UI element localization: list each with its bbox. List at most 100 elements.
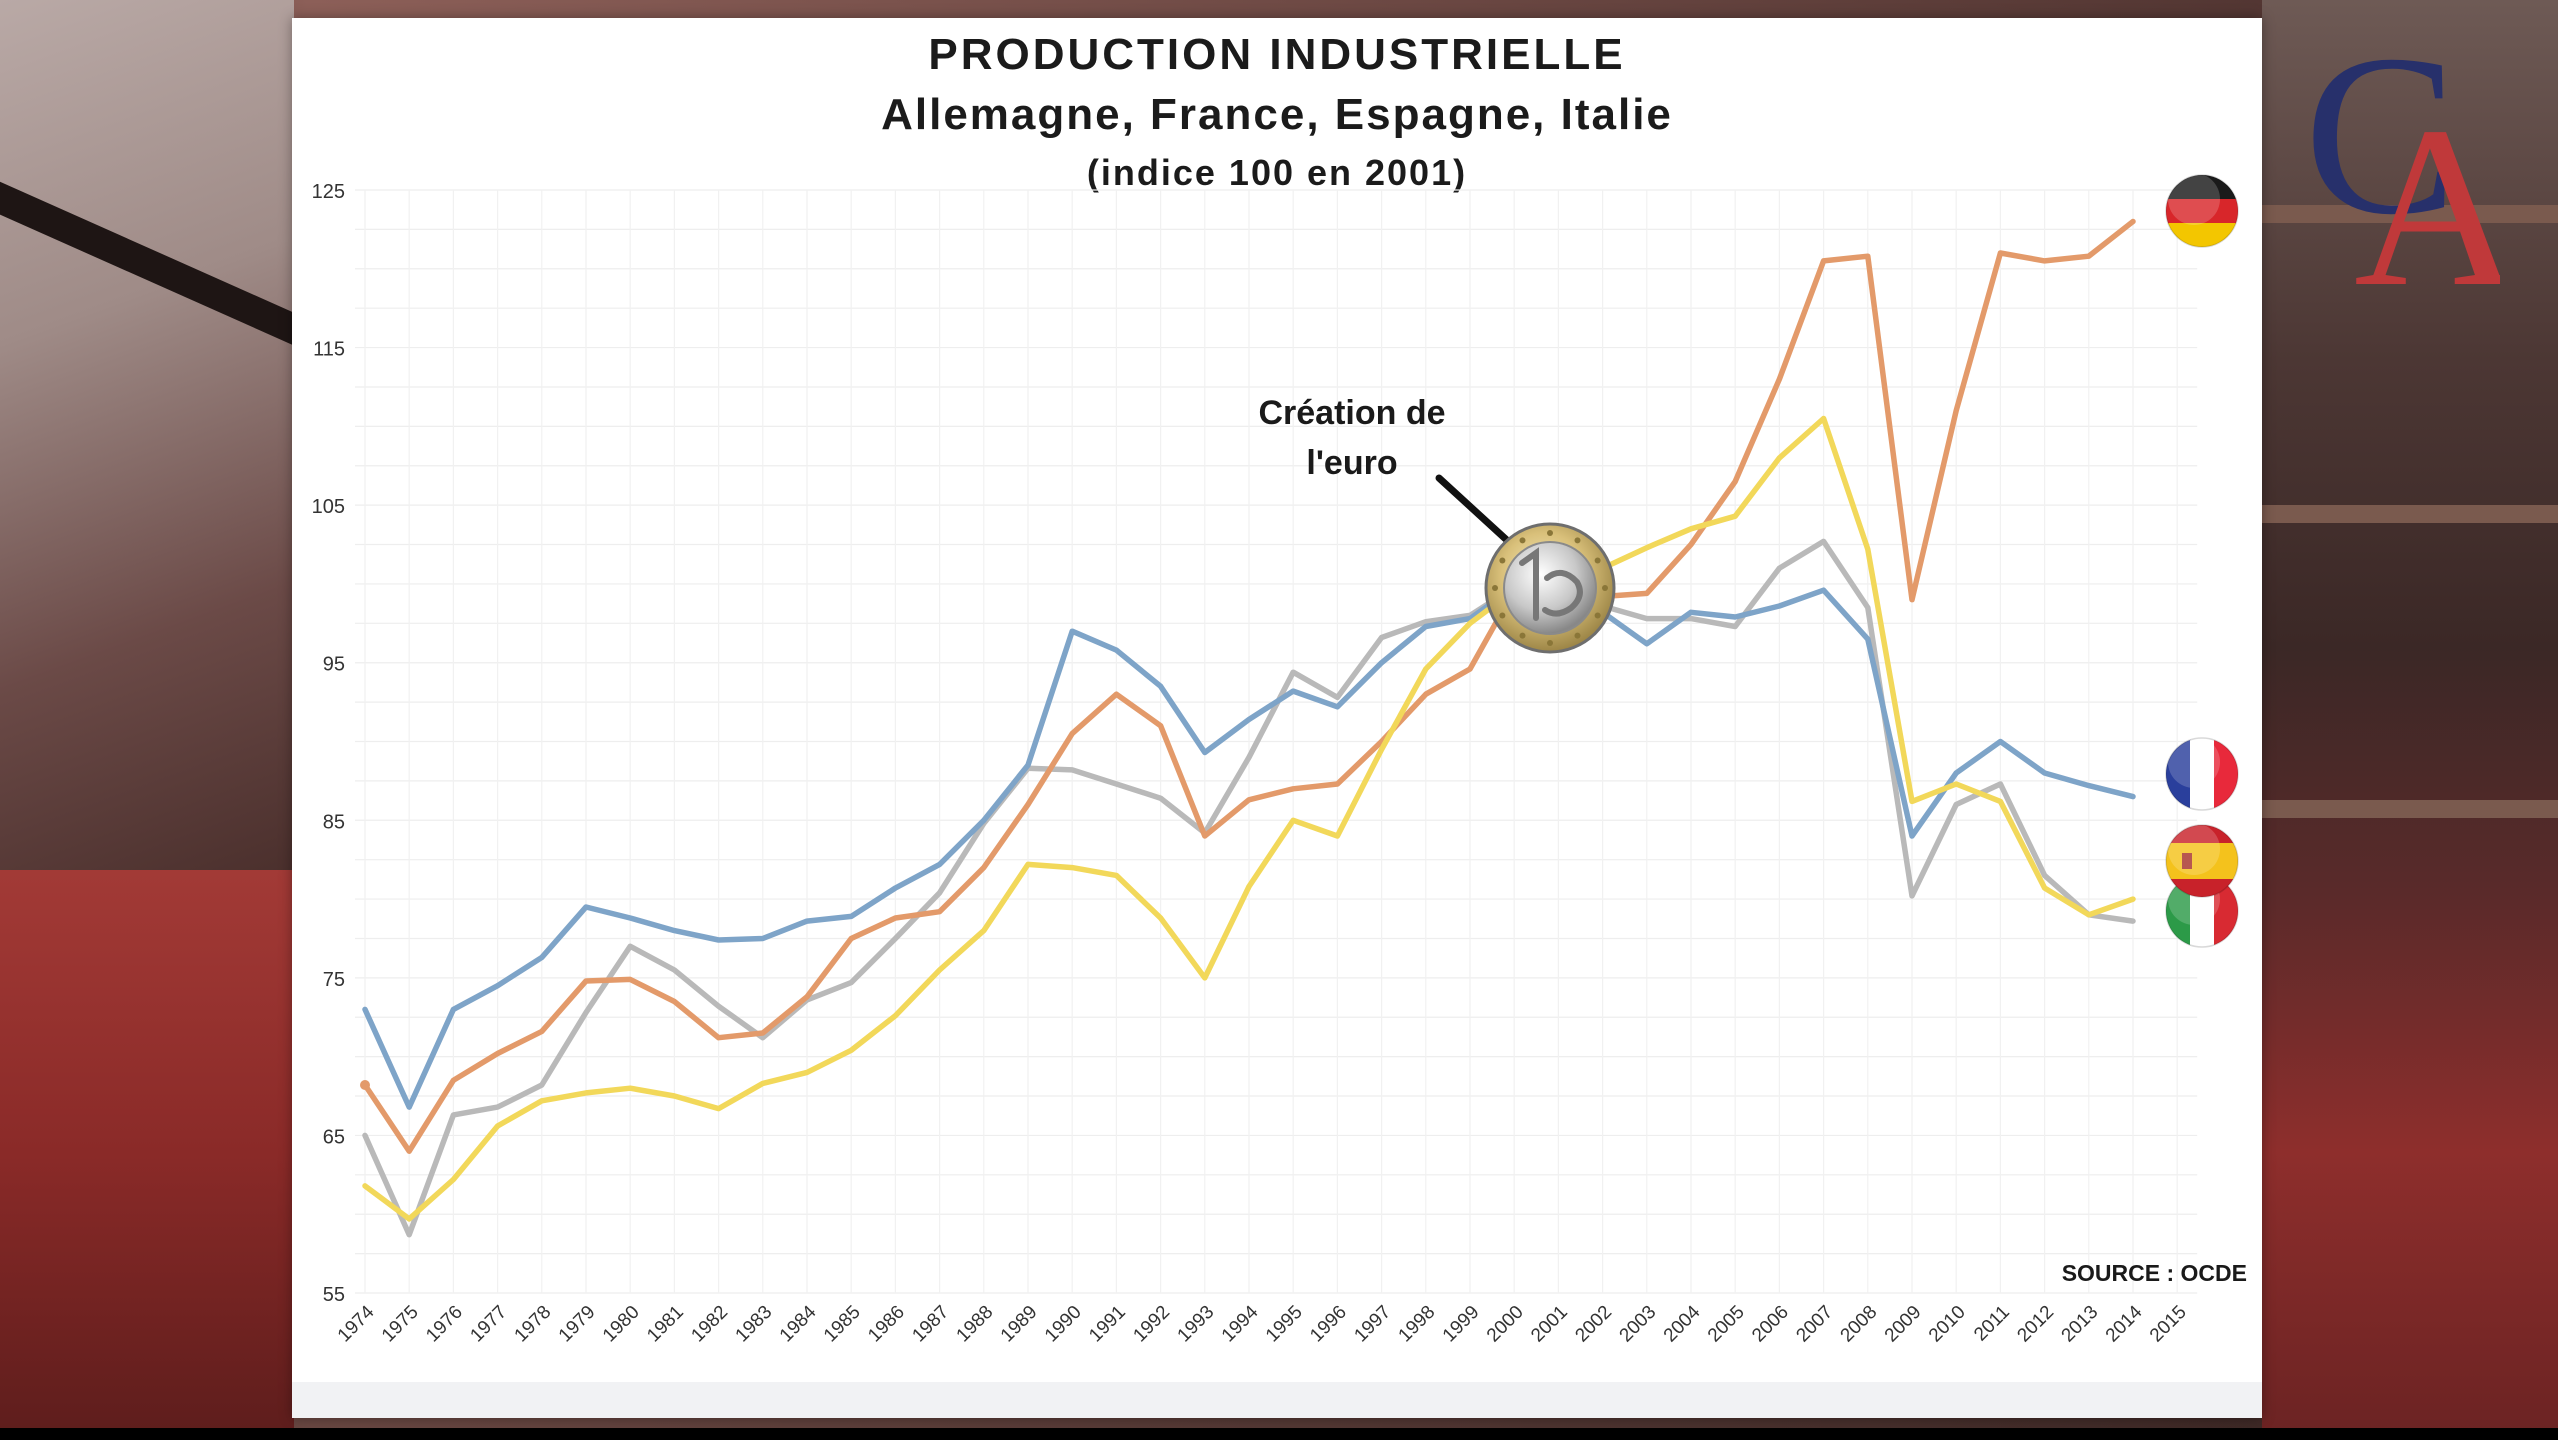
logo-letter-c: C [2304, 22, 2457, 262]
flag-germany-icon [2165, 174, 2239, 248]
x-tick-label: 2010 [1925, 1302, 1970, 1347]
x-tick-label: 1980 [599, 1302, 644, 1347]
series-line-spain [362, 415, 2136, 1222]
coin-star [1519, 632, 1526, 639]
coin-star [1594, 557, 1601, 564]
x-tick-label: 2013 [2058, 1302, 2103, 1347]
x-tick-label: 1984 [776, 1301, 821, 1346]
x-tick-label: 2012 [2013, 1302, 2058, 1347]
coin-star [1519, 537, 1526, 544]
x-tick-label: 2004 [1660, 1301, 1705, 1346]
y-tick-label: 85 [323, 811, 345, 833]
spain-emblem [2182, 853, 2192, 869]
annotation-pointer [1435, 474, 1514, 547]
x-tick-label: 1976 [422, 1302, 467, 1347]
x-tick-label: 2008 [1837, 1302, 1882, 1347]
y-tick-label: 95 [323, 654, 345, 676]
coin-star [1547, 530, 1553, 536]
x-tick-label: 1983 [732, 1302, 777, 1347]
x-tick-label: 1982 [687, 1302, 732, 1347]
chart-title-block: PRODUCTION INDUSTRIELLE Allemagne, Franc… [292, 26, 2262, 200]
y-tick-label: 115 [313, 339, 345, 361]
x-tick-label: 2007 [1792, 1302, 1837, 1347]
coin-star [1492, 585, 1498, 591]
logo: C A [2304, 22, 2500, 292]
annotation-label: l'euro [1306, 444, 1397, 482]
background-left-red [0, 870, 294, 1440]
x-tick-label: 2014 [2102, 1301, 2147, 1346]
series-line-germany [362, 218, 2136, 1154]
logo-letter-a: A [2354, 79, 2500, 292]
line-chart: 55 65 75 85 95 105 115 125 1974 1975 1976 1977 1978… [312, 174, 2247, 1346]
x-tick-label: 1979 [555, 1302, 600, 1347]
series-start-marker [360, 1080, 370, 1091]
chart-card: PRODUCTION INDUSTRIELLE Allemagne, Franc… [292, 18, 2262, 1418]
x-tick-label: 1989 [997, 1302, 1042, 1347]
x-tick-label: 1987 [908, 1302, 953, 1347]
coin-center [1503, 541, 1597, 635]
x-tick-label: 1974 [334, 1301, 379, 1346]
euro-annotation: Création de l'euro [1258, 394, 1616, 654]
y-tick-label: 105 [312, 496, 345, 518]
series-line-france [362, 581, 2136, 1110]
x-tick-label: 2005 [1704, 1302, 1749, 1347]
x-tick-label: 2002 [1571, 1302, 1616, 1347]
background-shelf [2262, 505, 2558, 523]
source-label: SOURCE : OCDE [2062, 1260, 2247, 1286]
x-tick-label: 1977 [466, 1302, 511, 1347]
x-tick-label: 1997 [1350, 1302, 1395, 1347]
x-tick-label: 1981 [643, 1302, 688, 1347]
y-tick-label: 75 [323, 969, 345, 991]
x-tick-label: 1978 [511, 1302, 556, 1347]
card-footer [292, 1382, 2262, 1418]
x-tick-label: 1975 [378, 1302, 423, 1347]
y-tick-label: 55 [323, 1284, 345, 1306]
gridlines [355, 189, 2198, 1294]
x-tick-label: 1999 [1439, 1302, 1484, 1347]
x-tick-label: 2009 [1881, 1302, 1926, 1347]
y-tick-label: 65 [323, 1126, 345, 1148]
series-line-italy [362, 538, 2136, 1238]
y-tick-label: 125 [312, 181, 345, 203]
country-flags [2165, 174, 2239, 948]
x-tick-label: 1998 [1395, 1302, 1440, 1347]
coin-star [1499, 557, 1506, 564]
x-tick-label: 1991 [1085, 1302, 1130, 1347]
x-tick-label: 2003 [1616, 1302, 1661, 1347]
x-tick-label: 1985 [820, 1302, 865, 1347]
x-tick-label: 1986 [864, 1302, 909, 1347]
x-tick-label: 1990 [1041, 1302, 1086, 1347]
flag-spain-icon [2165, 824, 2239, 898]
x-tick-label: 1988 [953, 1302, 998, 1347]
chart-subtitle: Allemagne, France, Espagne, Italie [881, 90, 1673, 139]
x-tick-label: 2011 [1970, 1302, 2014, 1346]
coin-star [1602, 585, 1608, 591]
background-left-panel [0, 0, 294, 880]
chart-subtitle-index: (indice 100 en 2001) [1086, 152, 1468, 193]
series-lines [360, 218, 2136, 1238]
background-shelf [2262, 800, 2558, 818]
x-tick-label: 1994 [1218, 1301, 1263, 1346]
y-axis: 55 65 75 85 95 105 115 125 [312, 181, 345, 1306]
x-tick-label: 1995 [1262, 1302, 1307, 1347]
x-tick-label: 1996 [1306, 1302, 1351, 1347]
x-tick-label: 2015 [2146, 1302, 2191, 1347]
x-tick-label: 1992 [1129, 1302, 1174, 1347]
euro-coin [1484, 522, 1616, 654]
x-tick-label: 2000 [1483, 1302, 1528, 1347]
x-tick-label: 2006 [1748, 1302, 1793, 1347]
coin-emboss [1519, 547, 1583, 621]
coin-star [1594, 612, 1601, 619]
annotation-label: Création de [1258, 394, 1445, 432]
chart-title: PRODUCTION INDUSTRIELLE [928, 30, 1626, 79]
background-right-panel [2262, 0, 2558, 1440]
bottom-bar [0, 1428, 2558, 1440]
coin-star [1574, 632, 1581, 639]
coin-star [1499, 612, 1506, 619]
x-axis: 1974 1975 1976 1977 1978 1979 1980 1981 1982 1983… [334, 1301, 2191, 1346]
coin-star [1574, 537, 1581, 544]
background-shelf [2262, 205, 2558, 223]
x-tick-label: 1993 [1174, 1302, 1219, 1347]
coin-star [1547, 640, 1553, 646]
x-tick-label: 2001 [1527, 1302, 1572, 1347]
